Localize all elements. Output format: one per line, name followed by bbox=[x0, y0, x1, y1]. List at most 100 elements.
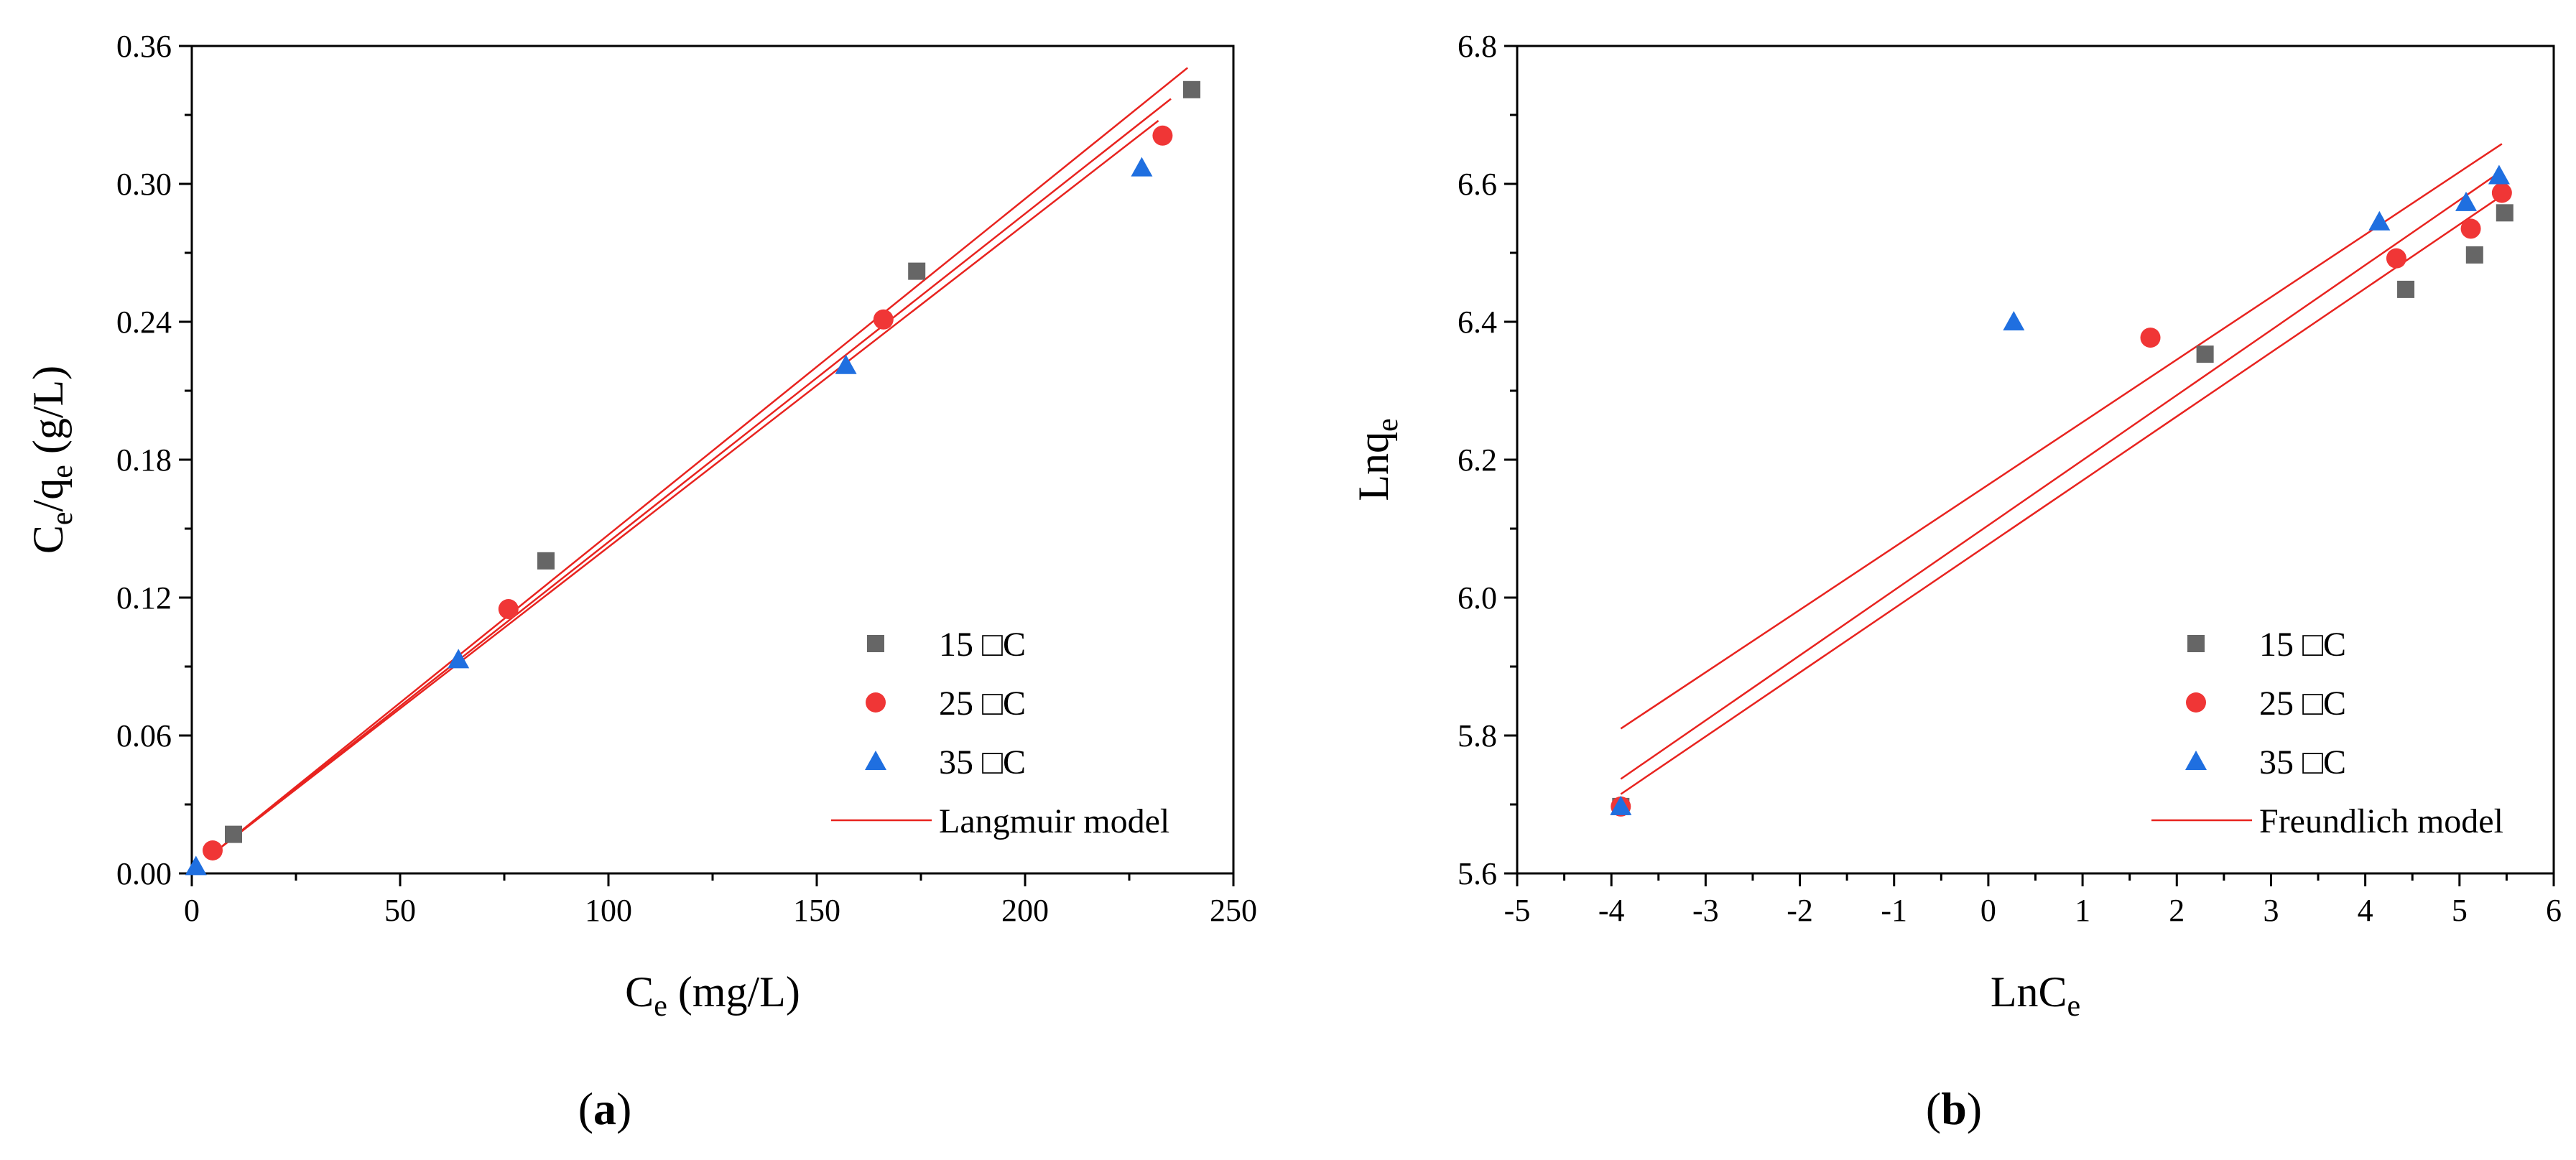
label-part: LnC bbox=[1991, 968, 2067, 1016]
series-3 bbox=[185, 157, 1153, 876]
data-point bbox=[498, 599, 519, 619]
subscript: e bbox=[654, 990, 667, 1023]
data-point bbox=[2397, 280, 2415, 298]
data-point bbox=[2488, 164, 2510, 185]
data-point bbox=[835, 354, 857, 374]
x-tick-label: 1 bbox=[2075, 893, 2090, 928]
data-point bbox=[908, 262, 926, 280]
data-point bbox=[2140, 328, 2161, 348]
panel-label-part: ( bbox=[1926, 1083, 1941, 1134]
legend: 15 □C 25 □C 35 □C Freundlich model bbox=[2151, 626, 2503, 840]
y-tick-label: 6.8 bbox=[1458, 29, 1497, 64]
data-point bbox=[2386, 248, 2406, 269]
series-2 bbox=[1611, 182, 2512, 817]
series-2 bbox=[203, 125, 1173, 860]
panel-label-part: ) bbox=[616, 1083, 631, 1134]
legend-marker bbox=[2186, 692, 2206, 713]
panel-label-part: a bbox=[593, 1083, 616, 1134]
legend-label: 25 □C bbox=[2259, 685, 2346, 723]
data-point bbox=[203, 840, 223, 860]
series-1 bbox=[225, 80, 1200, 843]
y-tick-label: 0.12 bbox=[116, 580, 172, 616]
legend-label: 15 □C bbox=[939, 626, 1026, 664]
data-point bbox=[2465, 246, 2483, 264]
subscript: e bbox=[46, 465, 79, 478]
data-point bbox=[1131, 157, 1153, 177]
x-tick-label: 0 bbox=[184, 893, 200, 928]
y-tick-label: 6.6 bbox=[1458, 167, 1497, 202]
x-tick-label: -1 bbox=[1881, 893, 1907, 928]
legend-label: 15 □C bbox=[2259, 626, 2346, 664]
data-point bbox=[185, 855, 207, 876]
y-tick-label: 0.30 bbox=[116, 167, 172, 202]
data-point bbox=[225, 825, 242, 843]
x-tick-label: -5 bbox=[1504, 893, 1531, 928]
x-tick-label: 4 bbox=[2358, 893, 2373, 928]
y-tick-label: 6.2 bbox=[1458, 442, 1497, 478]
data-point bbox=[2003, 311, 2025, 330]
x-tick-label: -2 bbox=[1787, 893, 1813, 928]
x-tick-label: 50 bbox=[384, 893, 416, 928]
y-axis-title: Lnqe bbox=[1350, 418, 1404, 501]
panel-label: (a) bbox=[578, 1083, 632, 1134]
x-tick-label: -3 bbox=[1692, 893, 1719, 928]
y-tick-label: 0.24 bbox=[116, 305, 172, 340]
fit-line-3 bbox=[1620, 195, 2503, 795]
x-axis-title: LnCe bbox=[1991, 968, 2080, 1023]
legend-marker bbox=[866, 692, 886, 713]
x-tick-label: 100 bbox=[585, 893, 632, 928]
data-point bbox=[2491, 182, 2512, 203]
label-part: C bbox=[625, 968, 654, 1016]
label-part: /q bbox=[24, 478, 72, 512]
label-part: (mg/L) bbox=[667, 968, 800, 1016]
x-axis-title: Ce (mg/L) bbox=[625, 968, 800, 1023]
x-tick-label: 0 bbox=[1980, 893, 1996, 928]
fit-line-1 bbox=[212, 67, 1188, 855]
data-point bbox=[1610, 795, 1632, 815]
panel-label: (b) bbox=[1926, 1083, 1982, 1134]
legend-marker bbox=[867, 635, 884, 652]
data-point bbox=[2496, 204, 2514, 222]
x-tick-label: 6 bbox=[2546, 893, 2562, 928]
x-tick-label: 5 bbox=[2452, 893, 2468, 928]
y-tick-label: 5.8 bbox=[1458, 718, 1497, 753]
y-tick-label: 0.06 bbox=[116, 718, 172, 753]
chart-panel-b: -5 -4 -3 -2 -1 0 1 2 3 4 5 6 5.6 5.8 6.0 6.2 6.4 6.6 6.8 Ln… bbox=[1350, 29, 2562, 1134]
y-tick-label: 6.4 bbox=[1458, 305, 1497, 340]
plot-frame bbox=[1516, 45, 2555, 875]
x-tick-label: 150 bbox=[793, 893, 840, 928]
fit-line-2 bbox=[1620, 170, 2503, 780]
fit-line-2 bbox=[212, 98, 1172, 855]
panel-label-part: ( bbox=[578, 1083, 593, 1134]
label-part: (g/L) bbox=[24, 366, 72, 465]
fit-line-1 bbox=[1620, 143, 2503, 730]
label-part: C bbox=[24, 525, 72, 554]
y-tick-label: 0.00 bbox=[116, 856, 172, 891]
series-1 bbox=[1612, 204, 2514, 815]
y-tick-label: 0.18 bbox=[116, 442, 172, 478]
panel-label-part: b bbox=[1941, 1083, 1967, 1134]
data-point bbox=[1152, 125, 1173, 146]
data-point bbox=[2455, 191, 2478, 211]
legend: 15 □C 25 □C 35 □C Langmuir model bbox=[831, 626, 1169, 840]
data-point bbox=[2368, 210, 2391, 231]
y-tick-label: 6.0 bbox=[1458, 580, 1497, 616]
data-point bbox=[2460, 218, 2481, 239]
data-point bbox=[873, 309, 894, 330]
x-tick-label: -4 bbox=[1598, 893, 1625, 928]
x-tick-label: 250 bbox=[1210, 893, 1257, 928]
legend-label: 35 □C bbox=[2259, 743, 2346, 781]
subscript: e bbox=[2067, 990, 2081, 1023]
chart-panel-a: 0 50 100 150 200 250 0.00 0.06 0.12 0.18 0.24 0.30 0… bbox=[24, 29, 1257, 1134]
x-tick-label: 3 bbox=[2263, 893, 2279, 928]
y-axis-title: Ce/qe (g/L) bbox=[24, 366, 79, 554]
legend-marker bbox=[2185, 751, 2207, 770]
data-point bbox=[448, 649, 470, 669]
legend-marker bbox=[865, 751, 886, 770]
legend-label: Freundlich model bbox=[2259, 802, 2503, 840]
data-point bbox=[2196, 345, 2214, 363]
y-tick-label: 0.36 bbox=[116, 29, 172, 64]
legend-marker bbox=[2187, 635, 2205, 652]
panel-label-part: ) bbox=[1967, 1083, 1982, 1134]
